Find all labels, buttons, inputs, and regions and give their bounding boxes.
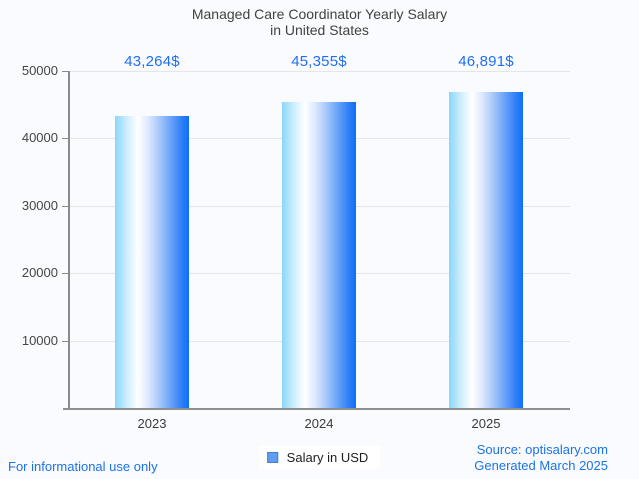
- x-tick-label: 2025: [471, 416, 501, 431]
- x-tick-label: 2023: [137, 416, 167, 431]
- value-label: 46,891$: [458, 53, 514, 70]
- y-tick: [62, 341, 68, 342]
- y-tick-label: 20000: [21, 265, 58, 280]
- y-tick: [62, 71, 68, 72]
- footer-note: For informational use only: [8, 459, 158, 474]
- y-tick: [62, 206, 68, 207]
- gridline: [68, 71, 570, 72]
- chart-title-line2: in United States: [270, 22, 369, 38]
- legend-swatch-icon: [266, 452, 278, 463]
- y-tick-label: 10000: [21, 333, 58, 348]
- bar-2025: [449, 92, 523, 408]
- x-axis-line: [63, 408, 570, 410]
- chart-title-line1: Managed Care Coordinator Yearly Salary: [191, 6, 448, 22]
- y-tick: [62, 273, 68, 274]
- value-label: 45,355$: [291, 53, 347, 70]
- value-label: 43,264$: [124, 53, 180, 70]
- legend-label: Salary in USD: [286, 450, 369, 465]
- legend: Salary in USD: [258, 446, 381, 469]
- y-tick-label: 30000: [21, 198, 58, 213]
- chart-title: Managed Care Coordinator Yearly Salary i…: [0, 6, 639, 38]
- generated-line: Generated March 2025: [474, 458, 608, 473]
- bar-2023: [115, 116, 189, 408]
- x-tick-label: 2024: [304, 416, 334, 431]
- y-axis-line: [68, 71, 70, 410]
- y-tick-label: 50000: [21, 63, 58, 78]
- bar-2024: [282, 102, 356, 408]
- source-line: Source: optisalary.com: [476, 442, 608, 457]
- y-tick: [62, 138, 68, 139]
- footer-source: Source: optisalary.com Generated March 2…: [474, 442, 608, 474]
- y-tick-label: 40000: [21, 130, 58, 145]
